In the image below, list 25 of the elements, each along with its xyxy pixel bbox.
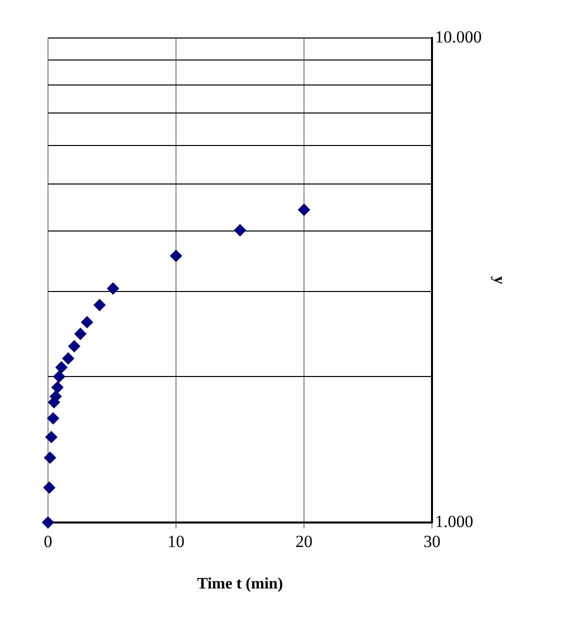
point: [74, 328, 86, 340]
point: [94, 299, 106, 312]
point: [45, 431, 58, 444]
x-tick-label: 30: [424, 532, 441, 552]
point: [53, 370, 66, 383]
point: [43, 482, 56, 494]
point: [81, 316, 94, 328]
point: [47, 412, 60, 424]
point: [68, 340, 80, 352]
point: [42, 516, 54, 528]
point: [234, 224, 246, 236]
y-tick-label: 1.000: [435, 512, 474, 531]
x-tick-label: 20: [296, 532, 313, 552]
point: [62, 352, 74, 364]
x-tick-label: 10: [168, 532, 185, 552]
point: [170, 250, 182, 262]
point: [107, 282, 120, 294]
point: [51, 381, 64, 394]
x-tick-label: 0: [44, 532, 52, 552]
point: [298, 204, 310, 216]
point: [55, 361, 68, 374]
point: [44, 452, 56, 464]
x-axis-title: Time t (min): [197, 576, 283, 593]
y-axis-title: y: [490, 276, 508, 284]
y-tick-label: 10.000: [435, 27, 482, 46]
